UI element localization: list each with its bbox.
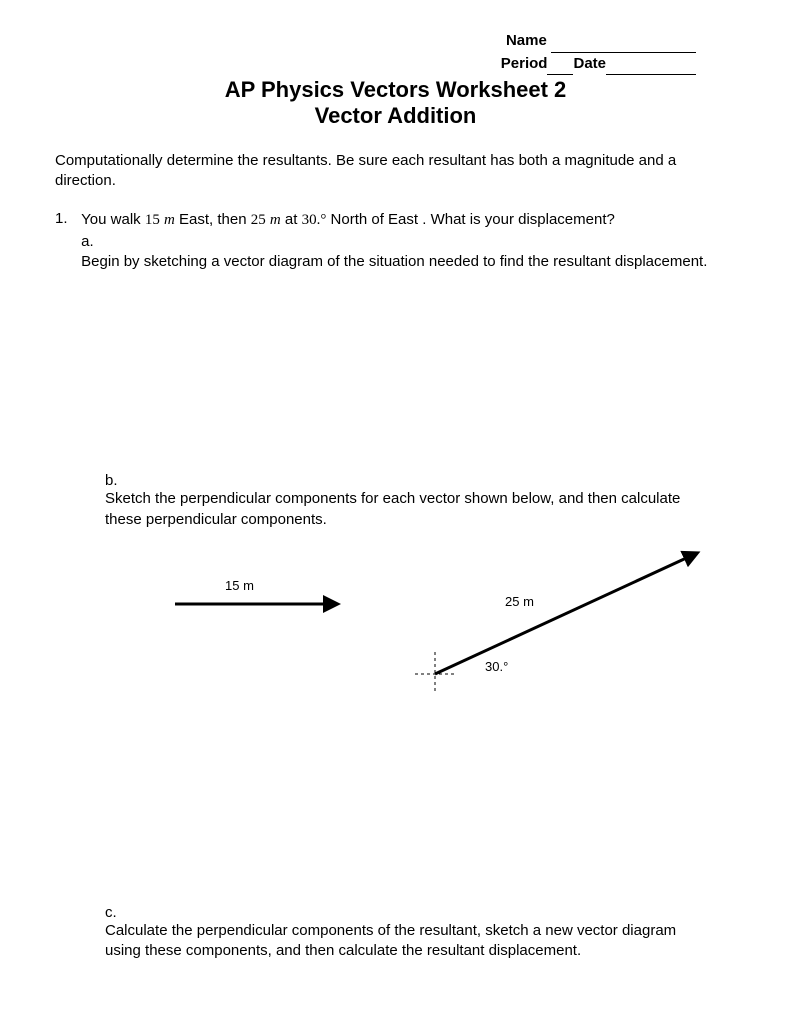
q1a-text: Begin by sketching a vector diagram of t… xyxy=(81,252,710,272)
q1b-letter: b. xyxy=(105,472,125,489)
q1c-text: Calculate the perpendicular components o… xyxy=(105,921,712,962)
q1-body: You walk 15 m East, then 25 m at 30.° No… xyxy=(81,210,734,273)
period-line xyxy=(547,60,573,75)
date-line xyxy=(606,60,696,75)
vector-diagram: 15 m 25 m 30.° xyxy=(95,544,736,704)
vector-2-label: 25 m xyxy=(505,594,534,609)
date-label: Date xyxy=(573,55,606,72)
q1-text: You walk 15 m East, then 25 m at 30.° No… xyxy=(81,211,615,228)
instructions: Computationally determine the resultants… xyxy=(55,151,736,192)
name-label: Name xyxy=(506,32,547,49)
title-line2: Vector Addition xyxy=(55,103,736,129)
question-1b: b. Sketch the perpendicular components f… xyxy=(55,472,736,704)
q1c-letter: c. xyxy=(105,904,125,921)
vector-1-label: 15 m xyxy=(225,578,254,593)
title-block: AP Physics Vectors Worksheet 2 Vector Ad… xyxy=(55,77,736,129)
q1-number: 1. xyxy=(55,210,77,227)
vector-2-line xyxy=(435,554,695,674)
title-line1: AP Physics Vectors Worksheet 2 xyxy=(55,77,736,103)
diagram-svg xyxy=(95,544,745,704)
period-label: Period xyxy=(501,55,548,72)
angle-label: 30.° xyxy=(485,659,508,674)
question-1: 1. You walk 15 m East, then 25 m at 30.°… xyxy=(55,210,736,273)
q1a-letter: a. xyxy=(81,232,101,252)
header-fields: Name Period Date xyxy=(55,30,696,75)
q1b-text: Sketch the perpendicular components for … xyxy=(105,489,712,530)
name-line xyxy=(551,38,696,53)
question-1c: c. Calculate the perpendicular component… xyxy=(55,904,736,962)
